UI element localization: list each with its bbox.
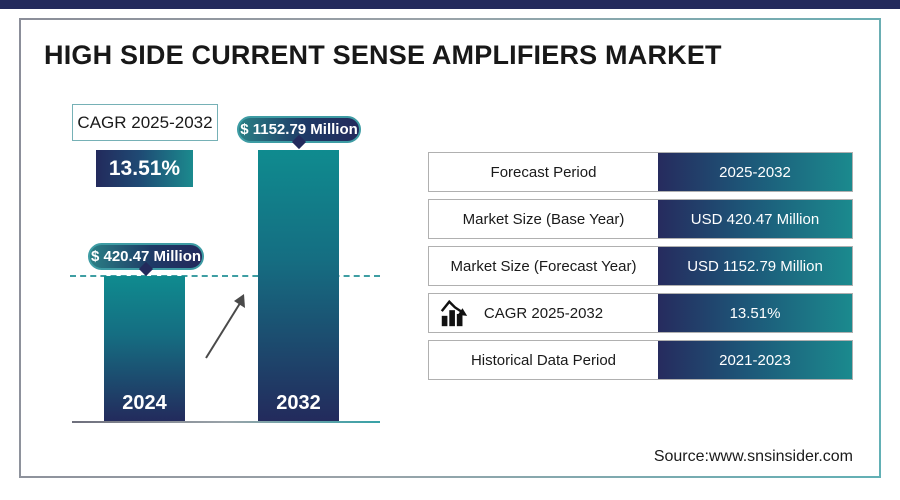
row-label: CAGR 2025-2032 — [429, 294, 658, 332]
bar-2032: 2032 — [258, 150, 339, 422]
bar-category-label: 2024 — [122, 392, 167, 414]
row-value: 2021-2023 — [658, 341, 852, 379]
bar-value-text-2024: $ 420.47 Million — [90, 248, 202, 265]
row-label: Forecast Period — [490, 163, 597, 181]
row-label-text: CAGR 2025-2032 — [483, 304, 604, 322]
growth-arrow-icon — [205, 294, 245, 359]
bar-value-text-2032: $ 1152.79 Million — [240, 121, 358, 138]
source-attribution: Source:www.snsinsider.com — [653, 448, 853, 465]
market-summary-table: Forecast Period 2025-2032 Market Size (B… — [428, 152, 853, 380]
row-label: Market Size (Forecast Year) — [450, 257, 637, 275]
table-row: Market Size (Forecast Year) USD 1152.79 … — [428, 246, 853, 286]
bar-value-label-2032: $ 1152.79 Million — [237, 116, 361, 150]
cagr-value-box: 13.51% — [96, 150, 193, 187]
cagr-value: 13.51% — [108, 156, 181, 180]
reference-dashed-line — [70, 275, 380, 277]
row-label: Historical Data Period — [470, 351, 617, 369]
row-value: 2025-2032 — [658, 153, 852, 191]
bar-value-label-2024: $ 420.47 Million — [88, 243, 204, 277]
chart-baseline — [72, 421, 380, 423]
table-row: Forecast Period 2025-2032 — [428, 152, 853, 192]
table-row: Historical Data Period 2021-2023 — [428, 340, 853, 380]
row-value: USD 1152.79 Million — [658, 247, 852, 285]
growth-chart-icon — [440, 299, 468, 327]
cagr-label-box: CAGR 2025-2032 — [72, 104, 218, 141]
table-row: CAGR 2025-2032 13.51% — [428, 293, 853, 333]
page-title: HIGH SIDE CURRENT SENSE AMPLIFIERS MARKE… — [44, 40, 722, 70]
bar-2024: 2024 — [104, 276, 185, 422]
top-accent-bar — [0, 0, 900, 9]
cagr-label: CAGR 2025-2032 — [77, 112, 213, 132]
row-label: Market Size (Base Year) — [462, 210, 625, 228]
table-row: Market Size (Base Year) USD 420.47 Milli… — [428, 199, 853, 239]
row-value: USD 420.47 Million — [658, 200, 852, 238]
row-value: 13.51% — [658, 294, 852, 332]
bar-category-label: 2032 — [276, 392, 321, 414]
